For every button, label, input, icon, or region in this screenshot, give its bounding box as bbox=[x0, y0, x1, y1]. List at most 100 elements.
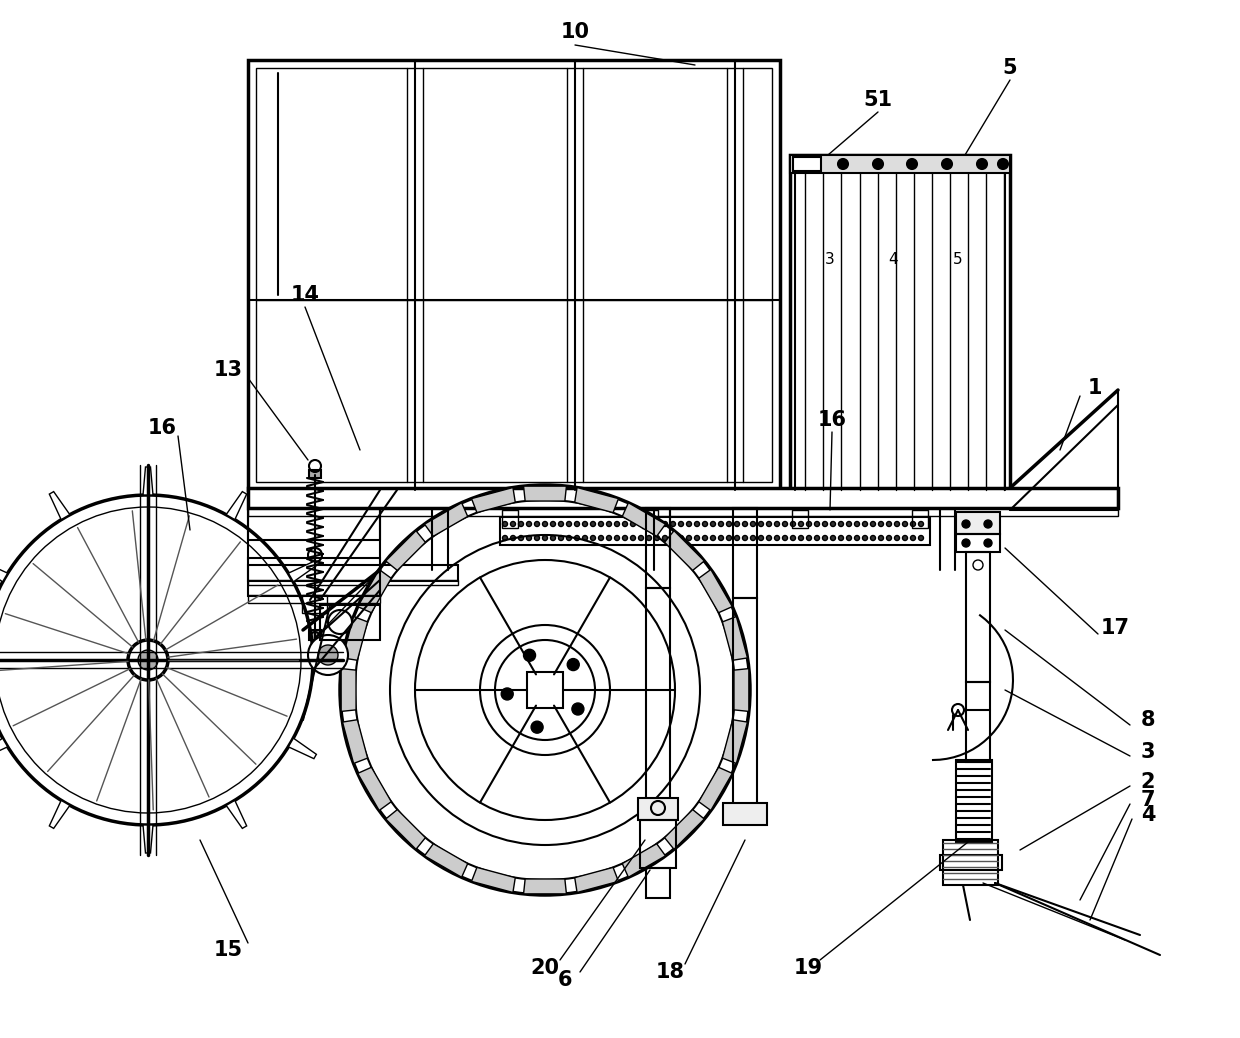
Circle shape bbox=[502, 521, 507, 526]
Circle shape bbox=[831, 521, 836, 526]
Bar bbox=[320, 605, 379, 640]
Text: 1: 1 bbox=[1087, 378, 1102, 398]
Bar bbox=[790, 155, 1011, 173]
Circle shape bbox=[551, 536, 556, 541]
Polygon shape bbox=[357, 570, 392, 612]
Circle shape bbox=[583, 521, 588, 526]
Bar bbox=[248, 595, 379, 603]
Circle shape bbox=[138, 650, 157, 670]
Bar bbox=[723, 803, 768, 825]
Circle shape bbox=[847, 536, 852, 541]
Circle shape bbox=[687, 521, 692, 526]
Circle shape bbox=[799, 536, 804, 541]
Circle shape bbox=[590, 536, 595, 541]
Circle shape bbox=[501, 688, 513, 700]
Circle shape bbox=[128, 640, 167, 680]
Polygon shape bbox=[50, 492, 69, 520]
Circle shape bbox=[599, 536, 604, 541]
Circle shape bbox=[962, 539, 970, 547]
Polygon shape bbox=[342, 617, 367, 660]
Circle shape bbox=[518, 521, 523, 526]
Text: 7: 7 bbox=[1141, 790, 1156, 810]
Circle shape bbox=[534, 521, 539, 526]
Circle shape bbox=[534, 536, 539, 541]
Circle shape bbox=[838, 159, 848, 169]
Circle shape bbox=[622, 536, 627, 541]
Circle shape bbox=[791, 536, 796, 541]
Text: 4: 4 bbox=[888, 252, 898, 268]
Circle shape bbox=[718, 536, 723, 541]
Circle shape bbox=[599, 521, 604, 526]
Bar bbox=[502, 510, 518, 528]
Polygon shape bbox=[50, 800, 69, 828]
Bar bbox=[966, 552, 990, 682]
Circle shape bbox=[734, 536, 739, 541]
Circle shape bbox=[962, 520, 970, 528]
Text: 4: 4 bbox=[1141, 805, 1156, 825]
Circle shape bbox=[838, 521, 843, 526]
Text: 2: 2 bbox=[1141, 772, 1156, 792]
Text: 19: 19 bbox=[794, 958, 822, 978]
Circle shape bbox=[615, 521, 620, 526]
Circle shape bbox=[606, 521, 611, 526]
Text: 5: 5 bbox=[1003, 58, 1017, 78]
Bar bbox=[642, 510, 658, 528]
Bar bbox=[248, 580, 458, 585]
Circle shape bbox=[646, 536, 651, 541]
Polygon shape bbox=[574, 488, 619, 513]
Polygon shape bbox=[386, 810, 425, 849]
Polygon shape bbox=[143, 467, 153, 495]
Circle shape bbox=[870, 536, 875, 541]
Circle shape bbox=[543, 521, 548, 526]
Text: 10: 10 bbox=[560, 22, 589, 42]
Circle shape bbox=[308, 635, 348, 675]
Circle shape bbox=[590, 521, 595, 526]
Bar bbox=[248, 565, 458, 581]
Text: 14: 14 bbox=[290, 285, 320, 305]
Polygon shape bbox=[665, 530, 704, 571]
Polygon shape bbox=[665, 810, 704, 849]
Circle shape bbox=[527, 521, 532, 526]
Circle shape bbox=[567, 536, 572, 541]
Bar bbox=[639, 798, 678, 820]
Circle shape bbox=[615, 536, 620, 541]
Circle shape bbox=[878, 536, 883, 541]
Bar bbox=[255, 69, 773, 482]
Circle shape bbox=[531, 721, 543, 733]
Circle shape bbox=[878, 521, 883, 526]
Circle shape bbox=[791, 521, 796, 526]
Circle shape bbox=[894, 536, 899, 541]
Polygon shape bbox=[289, 738, 316, 759]
Circle shape bbox=[622, 521, 627, 526]
Circle shape bbox=[815, 521, 820, 526]
Bar bbox=[309, 470, 321, 479]
Circle shape bbox=[998, 159, 1008, 169]
Circle shape bbox=[630, 521, 635, 526]
Text: 15: 15 bbox=[213, 940, 243, 960]
Circle shape bbox=[574, 536, 579, 541]
Bar bbox=[792, 510, 808, 528]
Text: 20: 20 bbox=[531, 958, 559, 978]
Polygon shape bbox=[226, 800, 247, 828]
Text: 3: 3 bbox=[1141, 742, 1156, 762]
Circle shape bbox=[854, 521, 859, 526]
Bar bbox=[733, 598, 756, 808]
Circle shape bbox=[973, 559, 983, 570]
Bar bbox=[911, 510, 928, 528]
Polygon shape bbox=[226, 492, 247, 520]
Circle shape bbox=[662, 536, 667, 541]
Bar bbox=[640, 820, 676, 868]
Circle shape bbox=[518, 536, 523, 541]
Circle shape bbox=[703, 521, 708, 526]
Circle shape bbox=[718, 521, 723, 526]
Bar bbox=[309, 630, 321, 640]
Circle shape bbox=[805, 159, 815, 169]
Circle shape bbox=[583, 536, 588, 541]
Circle shape bbox=[887, 521, 892, 526]
Circle shape bbox=[985, 520, 992, 528]
Circle shape bbox=[727, 536, 732, 541]
Bar bbox=[303, 595, 327, 613]
Polygon shape bbox=[143, 825, 153, 853]
Circle shape bbox=[574, 521, 579, 526]
Circle shape bbox=[671, 536, 676, 541]
